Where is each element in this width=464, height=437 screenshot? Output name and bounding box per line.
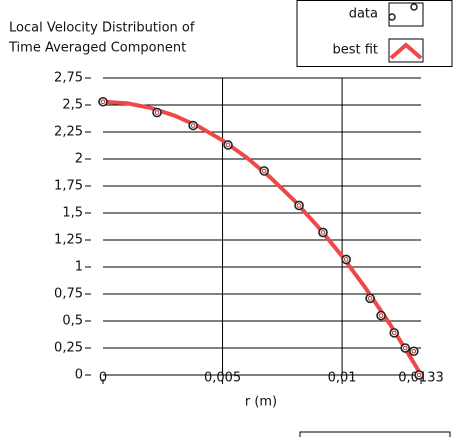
data-point xyxy=(98,96,108,107)
legend-label: data xyxy=(349,7,378,22)
y-tick-label: 1,5 xyxy=(62,206,83,221)
legend-icon xyxy=(389,42,423,60)
plot-area xyxy=(103,78,421,375)
legend-box xyxy=(296,0,453,67)
y-tick-label: 1,25 xyxy=(54,233,83,248)
y-tick-label: 2,5 xyxy=(62,98,83,113)
data-point xyxy=(365,293,375,304)
chart-title: Time Averaged Component xyxy=(8,41,186,56)
legend-icon-box xyxy=(388,38,424,63)
data-point xyxy=(389,328,400,338)
y-tick-label: 0,5 xyxy=(62,314,83,329)
legend-icon xyxy=(410,3,418,11)
data-point xyxy=(152,107,162,118)
data-point xyxy=(188,120,198,131)
y-tick-label: 2,75 xyxy=(54,71,83,86)
y-tick-label: 1,75 xyxy=(54,179,83,194)
data-point xyxy=(376,310,386,321)
y-tick-label: 2,25 xyxy=(54,125,83,140)
x-tick-label: 0 xyxy=(99,371,107,386)
x-tick-label: 0,005 xyxy=(204,371,241,386)
y-tick-label: 1 xyxy=(75,260,83,275)
y-tick-label: 0,25 xyxy=(54,341,83,356)
y-tick-label: 2 xyxy=(75,152,83,167)
x-tick-label: 0,01 xyxy=(328,371,357,386)
data-point xyxy=(318,227,328,238)
data-point xyxy=(409,346,419,357)
y-tick-label: 0 xyxy=(75,368,83,383)
data-point xyxy=(294,200,304,211)
data-point xyxy=(223,140,233,150)
y-tick-label: 0,75 xyxy=(54,287,83,302)
legend-icon xyxy=(388,13,396,21)
data-point xyxy=(341,254,351,265)
legend-label: best fit xyxy=(332,43,378,58)
chart-title: Local Velocity Distribution of xyxy=(9,21,195,36)
data-point xyxy=(400,343,411,353)
scrollbar xyxy=(299,431,451,437)
data-point xyxy=(414,370,424,380)
x-axis-label: r (m) xyxy=(245,395,277,410)
data-point xyxy=(259,166,269,176)
